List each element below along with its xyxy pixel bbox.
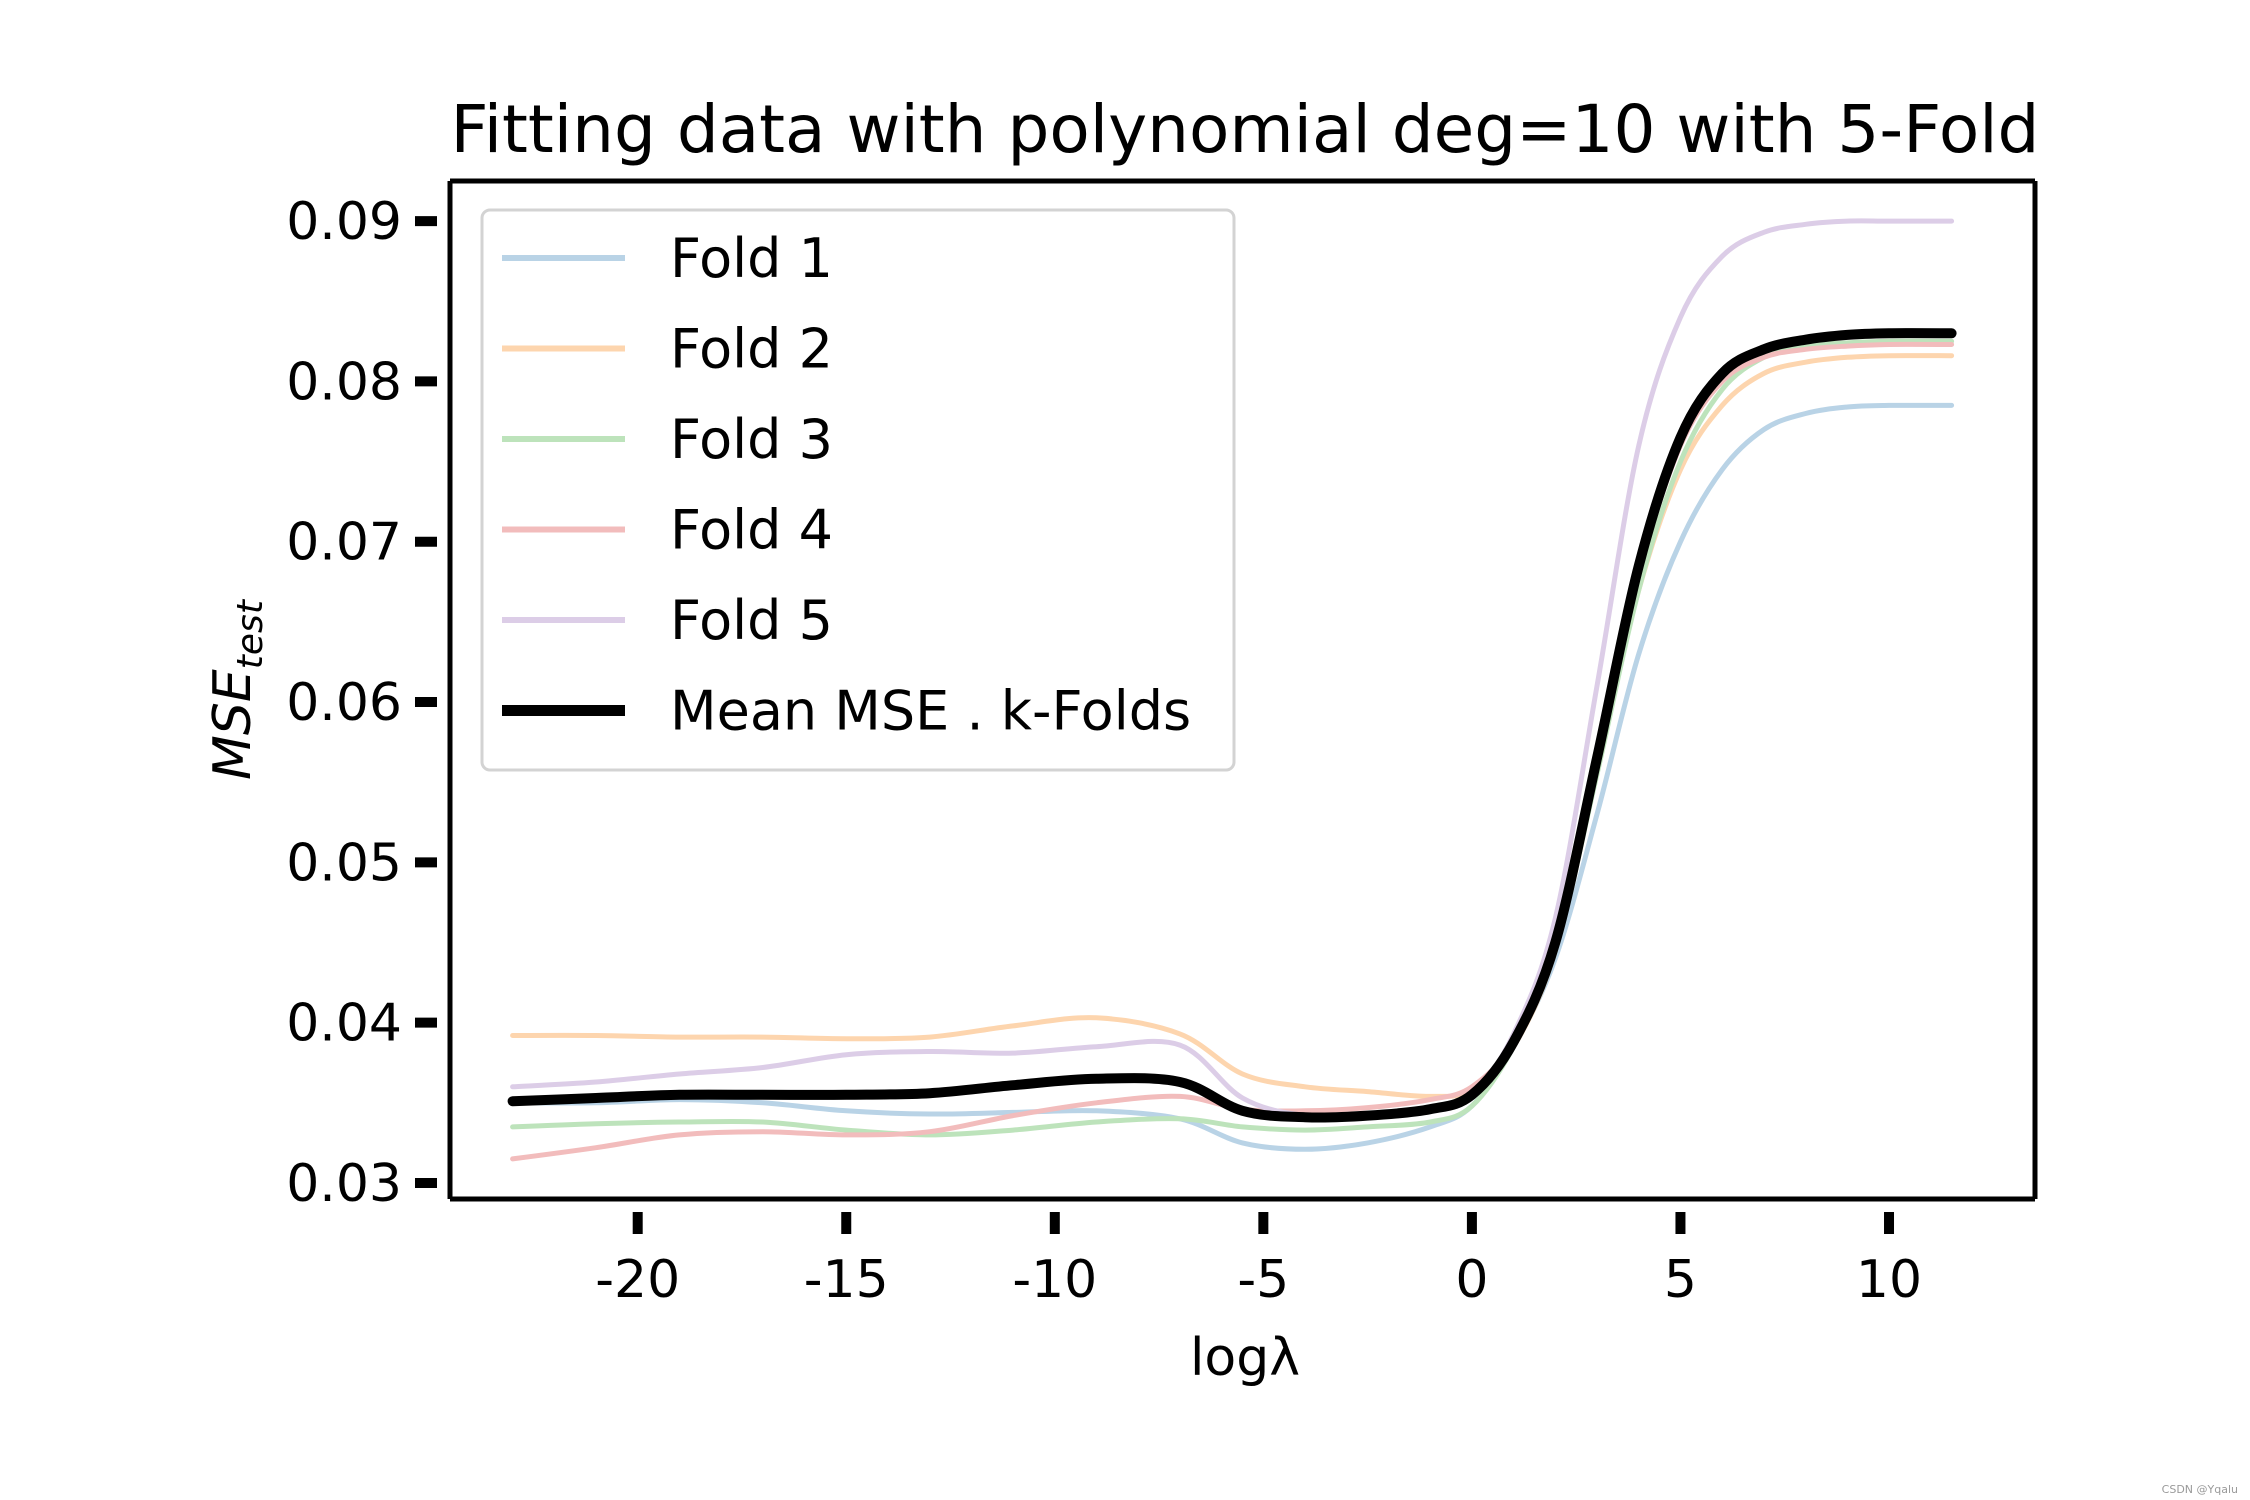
watermark: CSDN @Yqalu xyxy=(2162,1483,2238,1496)
y-tick-label: 0.06 xyxy=(286,673,402,733)
x-tick-label: 5 xyxy=(1664,1250,1697,1310)
chart-title: Fitting data with polynomial deg=10 with… xyxy=(451,91,2040,168)
legend-box xyxy=(480,208,1236,772)
axes-frame xyxy=(447,178,2038,1202)
legend-label-6: Mean MSE . k-Folds xyxy=(670,680,1191,743)
legend-label-3: Fold 3 xyxy=(670,408,833,471)
series-line-6 xyxy=(507,328,1957,1123)
x-tick-label: 0 xyxy=(1455,1250,1488,1310)
legend-label-5: Fold 5 xyxy=(670,589,833,652)
y-axis-label: MSEtest xyxy=(203,598,271,780)
legend-label-1: Fold 1 xyxy=(670,227,833,290)
legend: Fold 1 Fold 2 Fold 3 Fold 4 Fold 5 Mean MSE .… xyxy=(480,208,1236,772)
x-tick-label: -5 xyxy=(1237,1250,1289,1310)
x-axis-ticks: -20 -15 -10 -5 0 5 10 xyxy=(595,1212,1922,1310)
series-line-3 xyxy=(510,338,1955,1138)
y-tick-label: 0.09 xyxy=(286,192,402,252)
x-tick-label: -10 xyxy=(1012,1250,1097,1310)
legend-label-4: Fold 4 xyxy=(670,499,833,562)
y-axis-label-subscript: test xyxy=(230,598,271,669)
y-axis-ticks: 0.03 0.04 0.05 0.06 0.07 0.08 0.09 xyxy=(286,192,437,1214)
legend-label-2: Fold 2 xyxy=(670,318,833,381)
y-tick-label: 0.05 xyxy=(286,833,402,893)
y-tick-label: 0.08 xyxy=(286,352,402,412)
y-tick-label: 0.04 xyxy=(286,994,402,1054)
series-line-4 xyxy=(510,341,1955,1162)
y-tick-label: 0.03 xyxy=(286,1154,402,1214)
x-tick-label: -15 xyxy=(804,1250,889,1310)
y-tick-label: 0.07 xyxy=(286,513,402,573)
x-tick-label: -20 xyxy=(595,1250,680,1310)
x-axis-label: logλ xyxy=(1190,1328,1300,1388)
y-axis-label-main: MSE xyxy=(203,669,263,780)
x-tick-label: 10 xyxy=(1856,1250,1922,1310)
series-line-2 xyxy=(510,353,1955,1099)
series-layer xyxy=(507,218,1957,1162)
series-line-1 xyxy=(510,402,1955,1152)
